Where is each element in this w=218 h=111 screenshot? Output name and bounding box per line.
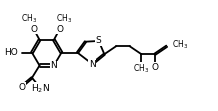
Text: N: N (89, 59, 96, 68)
Text: O: O (19, 83, 26, 92)
Text: O: O (152, 63, 158, 72)
Text: H$_2$N: H$_2$N (31, 82, 49, 95)
Text: N: N (51, 61, 57, 70)
Text: O: O (30, 25, 37, 34)
Text: CH$_3$: CH$_3$ (56, 12, 72, 25)
Text: CH$_3$: CH$_3$ (172, 39, 188, 51)
Text: O: O (56, 25, 63, 34)
Text: S: S (96, 36, 102, 45)
Text: CH$_3$: CH$_3$ (133, 62, 150, 75)
Text: HO: HO (4, 48, 18, 57)
Text: CH$_3$: CH$_3$ (21, 12, 37, 25)
